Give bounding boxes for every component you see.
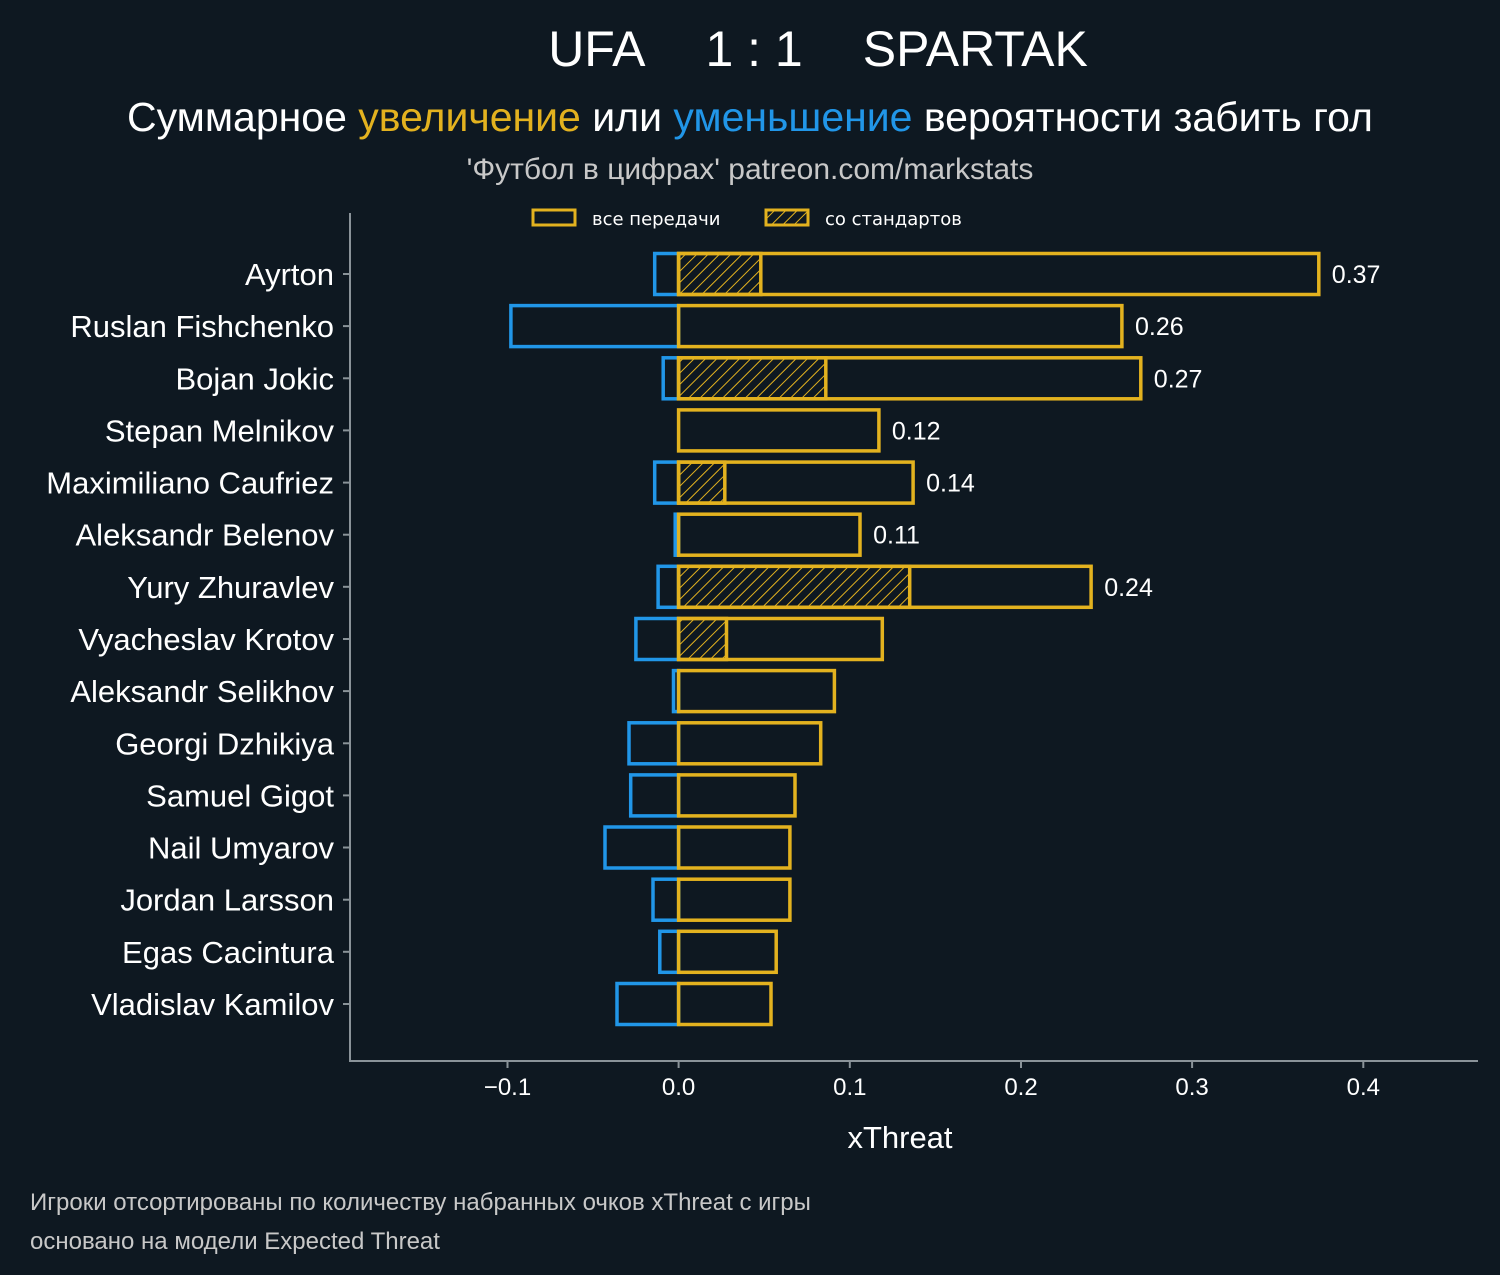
- negative-bar: [656, 564, 681, 610]
- y-tick-label: Jordan Larsson: [120, 883, 334, 918]
- positive-bar: [676, 460, 915, 505]
- subtitle-positive-word: увеличение: [358, 94, 581, 140]
- negative-bar: [603, 825, 681, 870]
- positive-bar: [676, 251, 1321, 297]
- negative-bar: [651, 877, 681, 922]
- data-label: 0.12: [892, 417, 941, 445]
- data-label: 0.14: [926, 470, 975, 498]
- bars-layer: [509, 251, 1321, 1027]
- y-tick-label: Nail Umyarov: [148, 831, 335, 866]
- set-piece-bar: [676, 564, 912, 610]
- y-tick-label: Ruslan Fishchenko: [70, 309, 334, 344]
- legend-swatch-all-passes: [531, 208, 577, 227]
- chart-subtitle: Суммарное увеличение или уменьшение веро…: [127, 94, 1373, 140]
- y-tick-label: Bojan Jokic: [175, 361, 334, 396]
- footer-note-1: Игроки отсортированы по количеству набра…: [30, 1189, 811, 1216]
- subtitle-part1: Суммарное: [127, 94, 358, 140]
- data-label: 0.27: [1154, 365, 1203, 393]
- positive-bar: [676, 564, 1093, 610]
- legend-label-all-passes: все передачи: [592, 209, 720, 230]
- negative-bar: [652, 251, 681, 297]
- positive-bar: [676, 981, 773, 1027]
- y-tick-label: Ayrton: [245, 257, 334, 292]
- x-tick-label: 0.3: [1175, 1074, 1208, 1101]
- x-tick-label: 0.1: [833, 1074, 866, 1101]
- negative-bar: [627, 721, 681, 766]
- positive-bar: [676, 616, 885, 662]
- negative-bar: [615, 981, 681, 1027]
- negative-bar: [658, 929, 681, 975]
- x-axis-label: xThreat: [847, 1120, 952, 1155]
- x-tick-label: 0.0: [662, 1074, 695, 1101]
- negative-bar: [509, 303, 681, 349]
- y-tick-label: Aleksandr Selikhov: [70, 674, 334, 709]
- chart-source: 'Футбол в цифрах' patreon.com/markstats: [467, 153, 1034, 186]
- set-piece-bar: [676, 356, 828, 401]
- score: 1 : 1: [705, 21, 802, 77]
- positive-bar: [676, 877, 792, 922]
- x-ticks: −0.1 0.0 0.1 0.2 0.3 0.4: [484, 1061, 1380, 1101]
- negative-bar: [634, 616, 681, 662]
- data-label: 0.37: [1332, 261, 1381, 289]
- away-team: SPARTAK: [863, 21, 1088, 77]
- legend-label-set-pieces: со стандартов: [825, 209, 962, 230]
- subtitle-part2: или: [581, 94, 674, 140]
- positive-bar: [676, 721, 823, 766]
- y-tick-labels: Ayrton Ruslan Fishchenko Bojan Jokic Stepan…: [46, 257, 350, 1022]
- x-tick-label: 0.4: [1347, 1074, 1380, 1101]
- positive-bar: [676, 929, 778, 975]
- data-label: 0.26: [1135, 313, 1184, 341]
- y-tick-label: Vyacheslav Krotov: [78, 622, 334, 657]
- x-tick-label: −0.1: [484, 1074, 531, 1101]
- subtitle-part3: вероятности забить гол: [912, 94, 1373, 140]
- x-tick-label: 0.2: [1004, 1074, 1037, 1101]
- positive-bar: [676, 303, 1124, 349]
- legend-swatch-set-pieces: [764, 208, 810, 227]
- positive-bar: [676, 408, 881, 453]
- positive-bar: [676, 825, 792, 870]
- set-piece-bar: [676, 616, 729, 662]
- data-label: 0.11: [873, 522, 920, 550]
- set-piece-bar: [676, 251, 763, 297]
- positive-bar: [676, 356, 1143, 401]
- subtitle-negative-word: уменьшение: [673, 94, 912, 140]
- y-tick-label: Yury Zhuravlev: [127, 570, 334, 605]
- y-tick-label: Aleksandr Belenov: [76, 518, 335, 553]
- negative-bar: [661, 356, 681, 401]
- data-label: 0.24: [1104, 574, 1153, 602]
- positive-bar: [676, 668, 837, 714]
- negative-bar: [628, 773, 681, 818]
- chart-title: UFA 1 : 1 SPARTAK: [548, 21, 1088, 77]
- data-labels: 0.37 0.26 0.27 0.12 0.140.11 0.24: [873, 261, 1380, 602]
- y-tick-label: Samuel Gigot: [146, 778, 334, 813]
- y-tick-label: Maximiliano Caufriez: [46, 466, 334, 501]
- positive-bar: [676, 512, 862, 557]
- set-piece-bar: [676, 460, 727, 505]
- y-tick-label: Vladislav Kamilov: [91, 987, 334, 1022]
- y-tick-label: Stepan Melnikov: [105, 413, 335, 448]
- negative-bar: [652, 460, 681, 505]
- y-tick-label: Georgi Dzhikiya: [115, 726, 335, 761]
- positive-bar: [676, 773, 797, 818]
- legend: все передачи со стандартов: [531, 208, 962, 230]
- footer-note-2: основано на модели Expected Threat: [30, 1228, 440, 1255]
- y-tick-label: Egas Cacintura: [122, 935, 335, 970]
- home-team: UFA: [548, 21, 646, 77]
